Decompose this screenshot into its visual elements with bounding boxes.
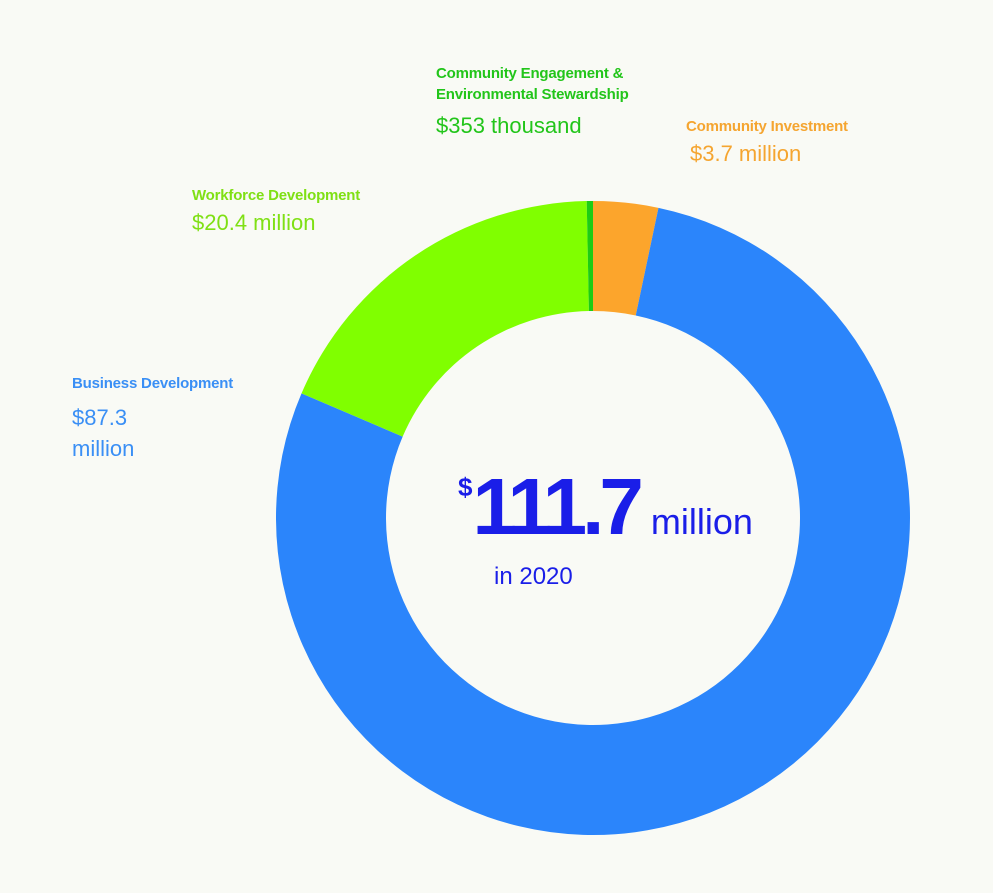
category-label: Workforce Development [192,187,361,204]
value-label: $353 thousand [436,113,582,138]
value-label: $87.3 million [72,405,135,461]
total-currency: $ [458,472,473,502]
category-label: Community Engagement & Environmental Stew… [436,63,666,105]
label-workforce-development: Workforce Development $20.4 million [192,187,360,236]
category-label: Community Investment [686,118,848,135]
total-caption: in 2020 [494,563,573,590]
label-community-engagement: Community Engagement & Environmental Stew… [436,63,666,139]
category-label-text: Community Engagement & Environmental Stew… [436,65,629,103]
slice-community-investment [593,201,659,316]
category-label: Business Development [72,375,234,392]
label-community-investment: Community Investment $3.7 million [686,118,848,167]
center-total: $111.7 million [458,462,753,552]
total-unit: million [650,501,753,542]
slice-workforce-development [301,201,589,437]
slice-community-engagement [586,201,593,312]
slice-business-development [275,207,910,836]
value-label: $20.4 million [192,210,316,235]
total-amount: 111.7 [472,462,643,551]
value-label: $3.7 million [690,141,802,166]
label-business-development: Business Development $87.3 million [72,375,233,464]
